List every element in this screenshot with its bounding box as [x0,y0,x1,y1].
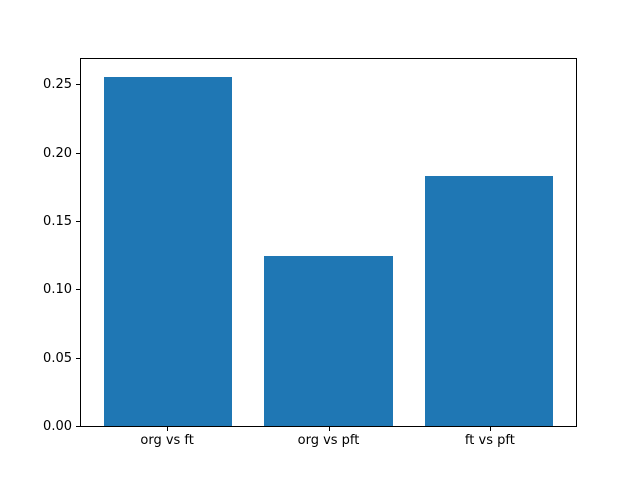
x-tick-mark [328,427,330,431]
x-tick-mark [489,427,491,431]
bar-ft-vs-pft [424,175,554,426]
y-tick-label: 0.05 [43,350,72,366]
x-tick-label-org-vs-pft: org vs pft [297,433,360,448]
y-tick-label: 0.00 [43,419,72,434]
y-tick-label: 0.15 [43,214,72,229]
y-tick-label: 0.25 [43,77,72,93]
plot-area [80,58,577,427]
y-tick-label: 0.10 [43,282,72,298]
bar-org-vs-pft [264,256,393,426]
y-tick-label: 0.20 [43,145,72,161]
x-tick-label-ft-vs-pft: ft vs pft [464,433,515,448]
x-tick-label-org-vs-ft: org vs ft [140,433,194,448]
bar-org-vs-ft [103,76,233,426]
x-tick-mark [167,427,169,431]
